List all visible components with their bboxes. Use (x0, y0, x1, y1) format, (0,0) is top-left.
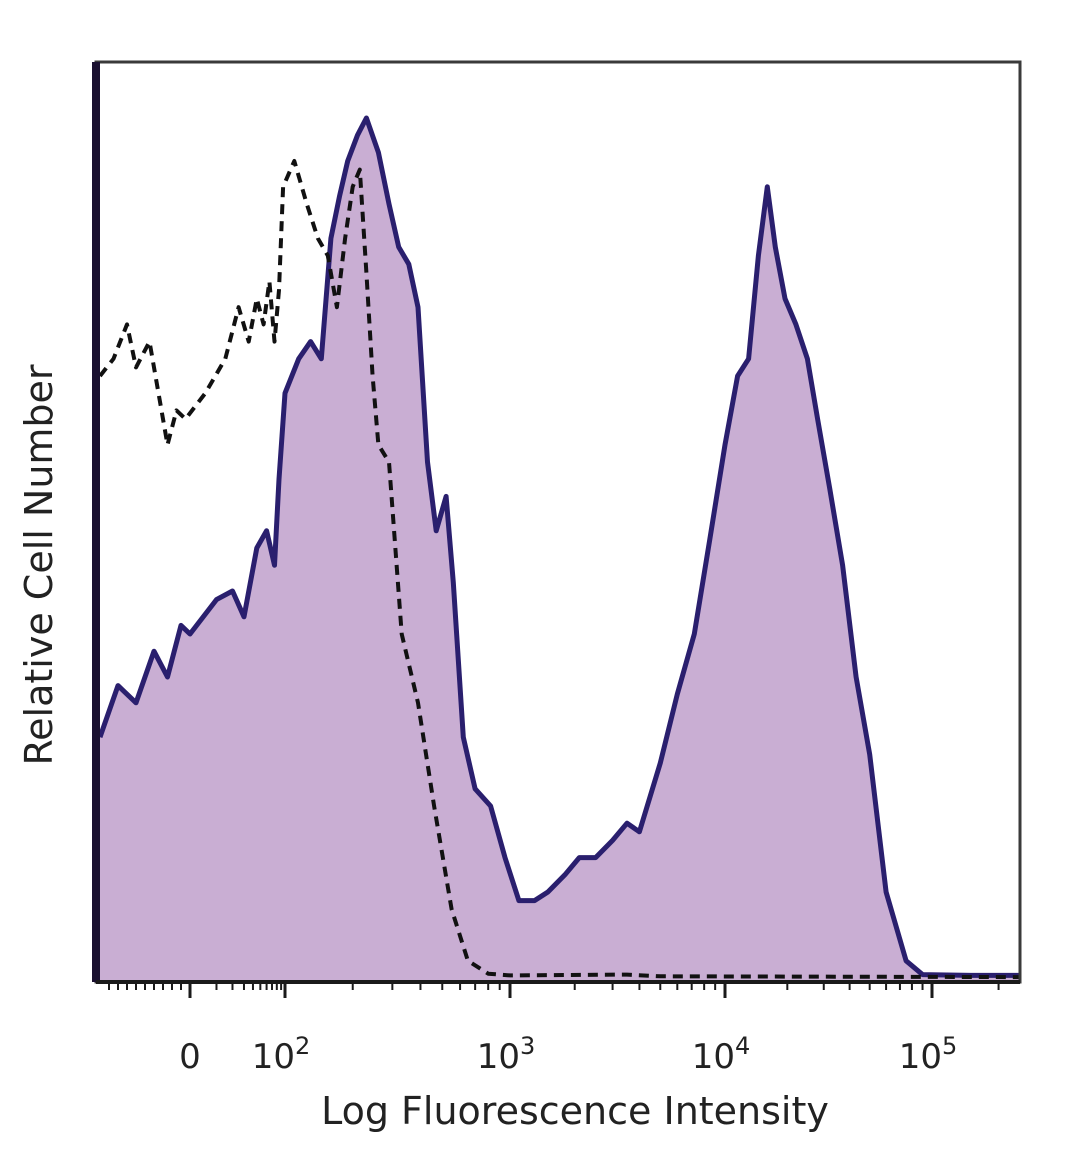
x-tick-label: 105 (899, 1032, 958, 1077)
x-axis-label: Log Fluorescence Intensity (321, 1089, 829, 1133)
x-tick-label: 104 (692, 1032, 751, 1077)
x-tick-label: 102 (252, 1032, 311, 1077)
stained-histogram-line (97, 115, 1020, 978)
stained-histogram-fill (100, 118, 1020, 982)
plot-layer (97, 115, 1021, 982)
x-ticks (108, 982, 1000, 998)
x-tick-label: 0 (179, 1037, 201, 1077)
y-axis-label: Relative Cell Number (17, 364, 61, 765)
x-tick-label: 103 (477, 1032, 536, 1077)
x-tick-labels: 0 102 103 104 105 (179, 1032, 957, 1077)
control-histogram-line (98, 159, 1021, 980)
